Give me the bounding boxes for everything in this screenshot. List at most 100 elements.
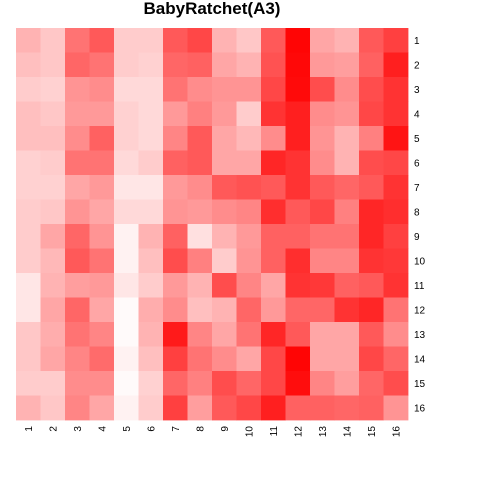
heatmap-cell-r16-c8 xyxy=(187,395,213,421)
heatmap-cell-r15-c9 xyxy=(212,371,237,396)
heatmap-cell-r13-c5 xyxy=(114,322,139,347)
row-label: 10 xyxy=(414,256,426,267)
heatmap-cell-r7-c6 xyxy=(138,175,164,200)
column-label: 4 xyxy=(97,426,108,432)
heatmap-cell-r10-c5 xyxy=(114,248,139,274)
heatmap-cell-r2-c2 xyxy=(40,52,66,78)
heatmap-cell-r11-c1 xyxy=(16,273,41,298)
heatmap-cell-r1-c7 xyxy=(163,28,188,53)
heatmap-cell-r2-c15 xyxy=(359,52,384,78)
column-label: 16 xyxy=(391,426,402,438)
heatmap-cell-r2-c9 xyxy=(212,52,237,78)
heatmap-cell-r6-c4 xyxy=(89,150,115,176)
heatmap-cell-r6-c2 xyxy=(40,150,66,176)
heatmap-cell-r15-c14 xyxy=(334,371,360,396)
heatmap-cell-r5-c7 xyxy=(163,126,188,151)
heatmap-cell-r12-c11 xyxy=(261,297,286,323)
heatmap-cell-r12-c2 xyxy=(40,297,66,323)
heatmap-cell-r7-c5 xyxy=(114,175,139,200)
heatmap-cell-r6-c11 xyxy=(261,150,286,176)
heatmap-cell-r4-c13 xyxy=(310,101,335,127)
column-label: 13 xyxy=(318,426,329,438)
heatmap-cell-r14-c7 xyxy=(163,346,188,372)
row-label: 6 xyxy=(414,158,420,169)
row-label: 2 xyxy=(414,60,420,71)
heatmap-cell-r6-c12 xyxy=(285,150,311,176)
heatmap-cell-r13-c1 xyxy=(16,322,41,347)
heatmap-cell-r14-c8 xyxy=(187,346,213,372)
heatmap-cell-r3-c13 xyxy=(310,77,335,102)
heatmap-cell-r6-c6 xyxy=(138,150,164,176)
heatmap-cell-r7-c2 xyxy=(40,175,66,200)
heatmap-cell-r9-c8 xyxy=(187,224,213,249)
heatmap-cell-r7-c15 xyxy=(359,175,384,200)
heatmap-cell-r14-c3 xyxy=(65,346,90,372)
heatmap-cell-r6-c15 xyxy=(359,150,384,176)
heatmap-cell-r12-c10 xyxy=(236,297,262,323)
heatmap-cell-r1-c6 xyxy=(138,28,164,53)
heatmap-cell-r11-c7 xyxy=(163,273,188,298)
heatmap-cell-r5-c8 xyxy=(187,126,213,151)
heatmap-cell-r14-c15 xyxy=(359,346,384,372)
heatmap-cell-r9-c9 xyxy=(212,224,237,249)
heatmap-cell-r7-c13 xyxy=(310,175,335,200)
heatmap-cell-r2-c1 xyxy=(16,52,41,78)
heatmap-cell-r5-c4 xyxy=(89,126,115,151)
heatmap-cell-r10-c2 xyxy=(40,248,66,274)
heatmap-cell-r16-c16 xyxy=(383,395,409,421)
heatmap-cell-r8-c8 xyxy=(187,199,213,225)
heatmap-cell-r2-c5 xyxy=(114,52,139,78)
row-label: 9 xyxy=(414,232,420,243)
heatmap-cell-r3-c8 xyxy=(187,77,213,102)
heatmap-cell-r2-c16 xyxy=(383,52,409,78)
heatmap-cells xyxy=(16,28,409,421)
column-labels: 1 2 3 4 5 6 7 8 9 10 11 12 13 14 15 16 xyxy=(24,426,403,438)
column-label: 2 xyxy=(48,426,59,432)
heatmap-cell-r16-c2 xyxy=(40,395,66,421)
heatmap-cell-r7-c14 xyxy=(334,175,360,200)
heatmap-cell-r9-c16 xyxy=(383,224,409,249)
heatmap-cell-r1-c12 xyxy=(285,28,311,53)
heatmap-cell-r13-c14 xyxy=(334,322,360,347)
heatmap-cell-r1-c11 xyxy=(261,28,286,53)
heatmap-cell-r5-c11 xyxy=(261,126,286,151)
heatmap-cell-r16-c5 xyxy=(114,395,139,421)
heatmap-cell-r10-c9 xyxy=(212,248,237,274)
heatmap-cell-r10-c7 xyxy=(163,248,188,274)
heatmap-cell-r1-c9 xyxy=(212,28,237,53)
heatmap-cell-r8-c12 xyxy=(285,199,311,225)
heatmap-cell-r3-c10 xyxy=(236,77,262,102)
heatmap-cell-r10-c3 xyxy=(65,248,90,274)
heatmap-cell-r15-c12 xyxy=(285,371,311,396)
heatmap-cell-r1-c15 xyxy=(359,28,384,53)
heatmap-cell-r11-c13 xyxy=(310,273,335,298)
column-label: 1 xyxy=(24,426,35,432)
heatmap-cell-r1-c1 xyxy=(16,28,41,53)
heatmap-cell-r8-c6 xyxy=(138,199,164,225)
heatmap-cell-r15-c5 xyxy=(114,371,139,396)
heatmap-cell-r1-c2 xyxy=(40,28,66,53)
heatmap-cell-r3-c11 xyxy=(261,77,286,102)
heatmap-cell-r15-c10 xyxy=(236,371,262,396)
heatmap-cell-r5-c15 xyxy=(359,126,384,151)
heatmap-cell-r6-c14 xyxy=(334,150,360,176)
heatmap-cell-r2-c11 xyxy=(261,52,286,78)
column-label: 8 xyxy=(195,426,206,432)
heatmap-cell-r9-c6 xyxy=(138,224,164,249)
heatmap-cell-r1-c13 xyxy=(310,28,335,53)
row-label: 5 xyxy=(414,134,420,145)
heatmap-cell-r4-c10 xyxy=(236,101,262,127)
column-label: 6 xyxy=(146,426,157,432)
heatmap-cell-r10-c13 xyxy=(310,248,335,274)
heatmap-cell-r13-c6 xyxy=(138,322,164,347)
row-label: 16 xyxy=(414,403,426,414)
heatmap-cell-r3-c6 xyxy=(138,77,164,102)
row-label: 3 xyxy=(414,85,420,96)
heatmap-cell-r12-c4 xyxy=(89,297,115,323)
heatmap-cell-r7-c1 xyxy=(16,175,41,200)
heatmap-cell-r7-c10 xyxy=(236,175,262,200)
heatmap-cell-r15-c11 xyxy=(261,371,286,396)
heatmap-cell-r5-c13 xyxy=(310,126,335,151)
heatmap-cell-r16-c6 xyxy=(138,395,164,421)
